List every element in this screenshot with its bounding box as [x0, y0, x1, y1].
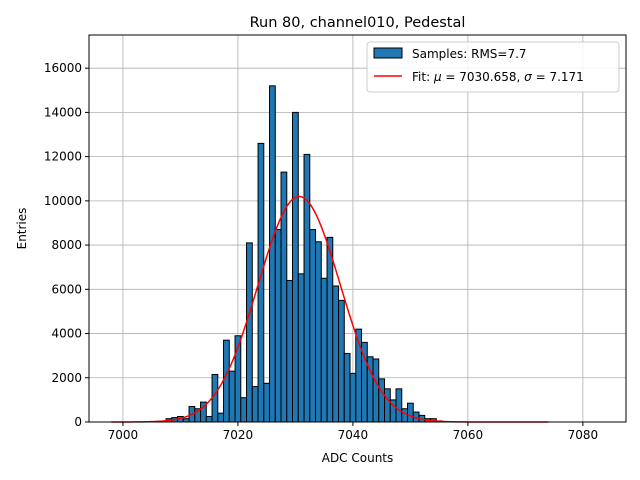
histogram-bar [372, 358, 380, 423]
histogram-bar [332, 285, 340, 423]
histogram-bar [211, 373, 219, 423]
histogram-bar [246, 242, 253, 423]
x-axis-ticks: 7000 7020 7040 7060 7080 [108, 422, 599, 442]
x-axis-label: ADC Counts [322, 451, 394, 465]
histogram-bar [395, 388, 403, 423]
x-tick-label: 7080 [568, 428, 599, 442]
histogram-bar [338, 299, 345, 423]
histogram-bar [280, 171, 288, 423]
x-tick-label: 7020 [223, 428, 254, 442]
histogram-bar [407, 402, 414, 423]
histogram-bar [286, 279, 294, 423]
histogram-bar [326, 236, 334, 423]
y-tick-label: 8000 [51, 238, 82, 252]
y-tick-label: 4000 [51, 327, 82, 341]
y-tick-label: 6000 [51, 282, 82, 296]
histogram-bar [240, 397, 248, 423]
legend-label-fit: Fit: μ = 7030.658, σ = 7.171 [412, 70, 584, 84]
histogram-bar [309, 229, 317, 423]
y-tick-label: 0 [74, 415, 82, 429]
y-tick-label: 16000 [44, 61, 82, 75]
histogram-bar [384, 388, 391, 423]
x-tick-label: 7060 [453, 428, 484, 442]
x-tick-label: 7040 [338, 428, 369, 442]
histogram-bar [217, 412, 225, 423]
legend-swatch-samples [373, 47, 403, 59]
chart-title: Run 80, channel010, Pedestal [250, 15, 466, 31]
histogram-bar [320, 277, 328, 423]
y-tick-label: 10000 [44, 194, 82, 208]
y-tick-label: 12000 [44, 150, 82, 164]
histogram-bar [343, 352, 351, 423]
histogram-bar [401, 408, 409, 423]
histogram-bar [228, 370, 236, 423]
histogram-bar [251, 386, 259, 423]
y-tick-label: 2000 [51, 371, 82, 385]
y-axis-ticks: 0 2000 4000 6000 8000 10000 12000 14000 16000 [44, 61, 89, 429]
histogram-bar [297, 273, 305, 423]
histogram-bar [315, 241, 322, 423]
histogram-bar [223, 339, 230, 423]
histogram-bar [303, 153, 311, 423]
y-tick-label: 14000 [44, 105, 82, 119]
histogram-bar [205, 415, 213, 423]
axes-frame [88, 34, 627, 423]
legend-label-samples: Samples: RMS=7.7 [412, 47, 527, 61]
y-axis-label: Entries [15, 208, 29, 250]
histogram-bar [274, 229, 282, 423]
grid-lines [89, 35, 626, 423]
legend: Samples: RMS=7.7 Fit: μ = 7030.658, σ = … [366, 41, 620, 93]
histogram-bar [269, 85, 276, 423]
histogram-bar [378, 378, 386, 423]
histogram-bar [292, 111, 299, 423]
x-tick-label: 7000 [108, 428, 139, 442]
histogram-bar [263, 382, 271, 423]
histogram-bar [349, 372, 357, 423]
